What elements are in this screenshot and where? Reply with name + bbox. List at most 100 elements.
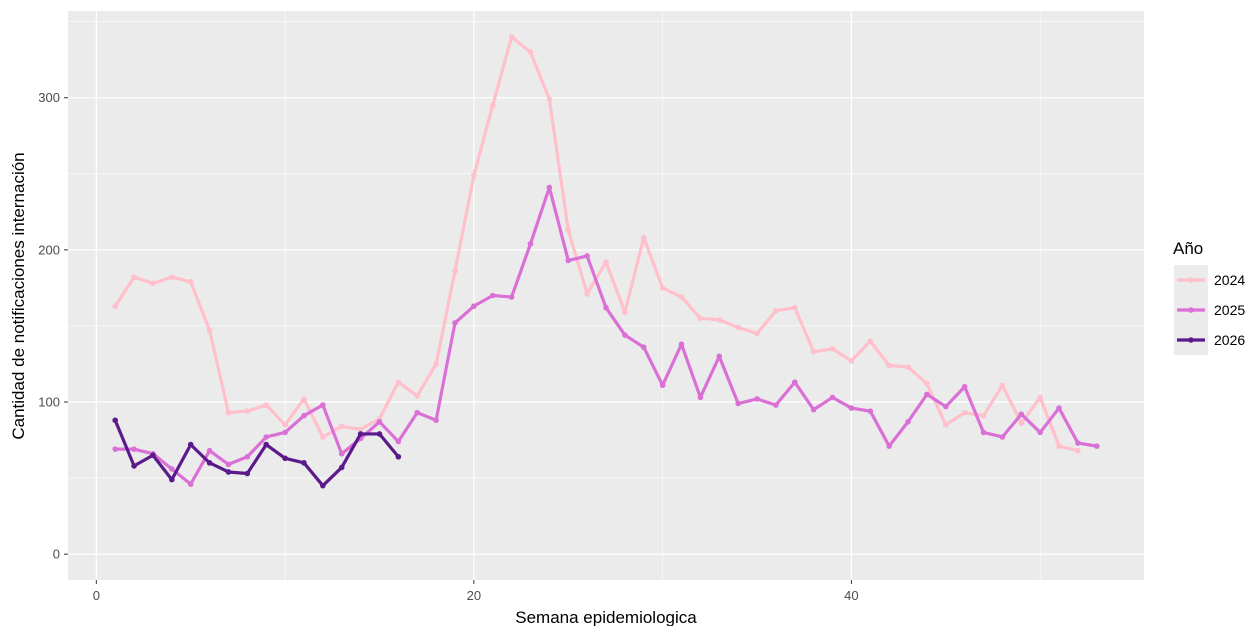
data-point-2024 [471,172,477,179]
y-axis-title: Cantidad de notificaciones internación [9,152,28,439]
data-point-2024 [999,382,1006,389]
data-point-2025 [773,402,779,408]
series-2025 [112,184,1100,487]
data-point-2026 [112,417,118,424]
data-point-2026 [338,464,345,471]
data-point-2024 [187,279,194,285]
data-point-2024 [206,327,213,334]
y-tick-label: 0 [53,547,60,562]
legend-key-point [1188,277,1194,283]
data-point-2025 [414,409,421,416]
y-tick-labels: 0 100 200 300 [38,90,60,561]
data-point-2026 [282,455,288,462]
data-point-2024 [244,408,251,414]
data-point-2025 [1037,429,1043,436]
data-point-2024 [603,259,609,265]
data-point-2025 [999,434,1006,440]
x-axis-title: Semana epidemiologica [515,608,697,626]
legend-item-2024: 2024 [1174,265,1245,295]
data-point-2024 [622,309,628,316]
data-point-2024 [414,393,421,399]
axis-ticks [64,97,852,584]
data-point-2024 [527,49,534,55]
data-point-2025 [905,418,911,425]
data-point-2026 [131,463,137,469]
data-point-2024 [980,412,987,419]
data-point-2024 [112,303,118,309]
data-point-2025 [1018,411,1025,417]
y-tick-label: 200 [38,242,60,257]
data-point-2024 [867,338,874,344]
data-point-2025 [263,434,270,440]
data-point-2025 [735,400,741,407]
data-point-2024 [1018,420,1025,427]
data-point-2024 [1075,447,1081,454]
data-point-2024 [640,234,647,241]
data-point-2025 [225,461,232,468]
data-point-2026 [169,476,175,483]
x-tick-label: 20 [467,588,481,603]
data-point-2024 [829,345,836,352]
legend-item-2025: 2025 [1174,295,1245,325]
data-point-2025 [980,429,987,436]
data-point-2024 [489,102,496,109]
data-point-2025 [584,253,590,259]
legend-key-point [1188,307,1194,313]
data-point-2026 [150,452,156,459]
data-point-2026 [206,460,213,466]
x-tick-label: 40 [844,588,858,603]
data-point-2025 [395,438,402,445]
data-point-2024 [452,268,458,274]
legend-items: 2024 2025 2026 [1174,265,1245,355]
data-point-2025 [112,446,118,452]
series-layer [112,34,1100,489]
data-point-2024 [565,227,572,233]
data-point-2026 [395,453,402,460]
panel-background [68,11,1144,580]
data-point-2025 [546,184,553,191]
major-gridlines [68,11,1144,580]
data-point-2025 [376,418,383,425]
data-point-2025 [169,466,175,472]
data-point-2026 [301,460,307,466]
data-point-2024 [678,294,685,300]
data-point-2024 [357,426,364,433]
data-point-2024 [225,409,232,416]
data-point-2024 [150,280,156,287]
data-point-2025 [206,447,213,454]
data-point-2025 [131,446,137,452]
data-point-2024 [263,402,270,408]
data-point-2025 [791,379,798,386]
data-point-2025 [754,396,760,402]
legend-label: 2026 [1214,332,1245,348]
data-point-2025 [924,391,930,398]
data-point-2025 [942,403,949,410]
data-point-2024 [961,409,968,416]
data-point-2025 [301,412,307,419]
data-point-2024 [659,285,666,291]
data-point-2024 [773,307,779,314]
legend-item-2026: 2026 [1174,325,1245,355]
data-point-2026 [225,469,232,475]
minor-gridlines [68,11,1144,580]
data-point-2024 [1037,394,1043,401]
legend-label: 2025 [1214,302,1245,318]
data-point-2024 [716,317,723,323]
x-tick-label: 0 [93,588,100,603]
data-point-2024 [508,34,515,40]
data-point-2024 [169,274,175,281]
data-point-2025 [867,408,874,414]
data-point-2024 [395,379,402,386]
data-point-2025 [282,429,288,436]
data-point-2025 [678,341,685,347]
series-line-2026 [113,418,400,488]
data-point-2025 [1094,443,1100,449]
data-point-2024 [886,362,892,369]
series-2026 [112,417,402,489]
data-point-2024 [924,380,930,387]
data-point-2025 [640,344,647,351]
data-point-2024 [301,396,307,402]
data-point-2025 [848,405,855,411]
legend-title: Año [1173,239,1203,258]
data-point-2025 [886,443,892,449]
